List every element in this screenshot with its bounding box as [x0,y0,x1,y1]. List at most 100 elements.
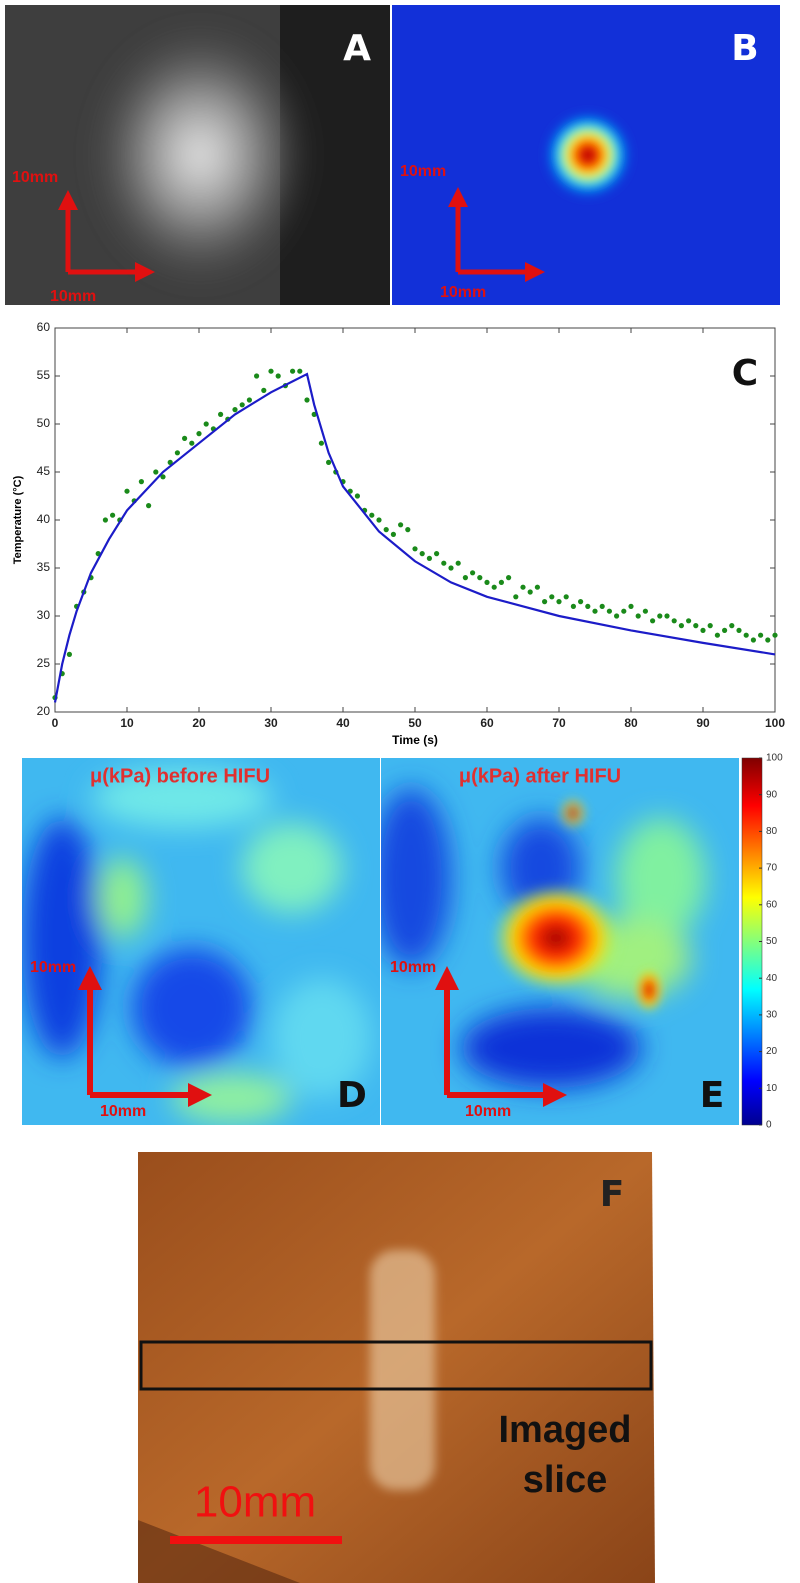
x-tick-label: 60 [480,716,494,730]
panel-label: B [731,28,758,69]
panel-label: C [732,353,758,394]
scale-label: 10mm [50,288,96,305]
data-point [462,575,468,581]
colorbar: 0 10 20 30 40 50 60 70 80 90 100 [741,753,783,1131]
x-tick-label: 0 [52,716,59,730]
data-point [124,488,130,494]
data-point [642,608,649,614]
data-point [664,613,670,619]
data-point [520,584,526,590]
data-point [743,632,749,638]
y-tick-label: 55 [37,368,51,382]
data-point [657,613,663,619]
y-tick-label: 40 [37,512,51,526]
data-point [671,618,677,624]
x-tick-label: 40 [336,716,350,730]
x-tick-label: 90 [696,716,710,730]
data-point [563,594,569,600]
data-point [304,397,310,403]
data-point [650,618,656,624]
data-point [628,603,634,610]
data-point [527,589,533,595]
data-point [318,440,324,446]
image-d [22,758,380,1125]
data-point [556,599,562,605]
colorbar-tick-label: 70 [766,863,778,874]
colorbar-tick-label: 0 [766,1120,772,1131]
data-point [621,608,627,614]
panel-label: E [700,1075,725,1116]
colorbar-tick-label: 80 [766,826,778,837]
y-tick-label: 45 [37,464,51,478]
panel-a: A 10mm 10mm [5,5,390,305]
data-point [750,637,757,643]
colorbar-tick-label: 30 [766,1010,778,1021]
x-tick-label: 100 [765,716,785,730]
x-tick-label: 20 [192,716,206,730]
data-point [390,531,396,538]
scale-label: 10mm [194,1478,316,1527]
data-point [707,623,713,629]
panel-title: μ(kPa) after HIFU [459,765,621,787]
data-point [614,613,620,619]
plot-area [54,327,776,713]
panel-c: C Time (s) Temperature (°C) 0 10 20 30 40 50 6… [12,320,785,747]
data-point [736,627,742,634]
y-tick-label: 30 [37,608,51,622]
panel-label: D [337,1075,367,1116]
data-point [585,603,591,610]
data-point [369,512,375,518]
panel-f: F Imaged slice 10mm [138,1152,655,1583]
data-point [570,603,577,610]
data-point [506,575,512,581]
data-point [297,368,303,374]
data-point [441,560,447,566]
data-point [138,479,144,485]
annotation: Imaged [498,1409,631,1451]
y-tick-label: 25 [37,656,51,670]
x-tick-label: 50 [408,716,422,730]
data-point [729,623,735,629]
y-tick-label: 60 [37,320,51,334]
panel-label: A [343,28,371,69]
data-point [239,402,245,408]
panel-title: μ(kPa) before HIFU [90,765,270,787]
x-axis-label: Time (s) [392,733,438,747]
data-point [491,584,497,590]
data-point [578,599,584,605]
scale-label: 10mm [465,1103,511,1120]
data-point [232,407,238,413]
data-point [542,599,548,605]
fit-line [53,372,776,703]
data-point [102,517,108,523]
data-point [261,387,267,393]
y-tick-label: 20 [37,704,51,718]
data-point [412,546,418,552]
data-point [383,527,389,533]
annotation: slice [523,1459,608,1501]
data-point [549,594,555,600]
panel-e: μ(kPa) after HIFU E 10mm 10mm [381,758,739,1125]
image-e [381,758,739,1125]
data-point [758,632,764,638]
lesion [370,1250,435,1490]
data-point [426,555,432,562]
data-point [160,474,166,480]
data-point [167,459,173,465]
image-spot [543,110,633,200]
panel-d: μ(kPa) before HIFU D 10mm 10mm [22,758,380,1125]
image-spot [90,25,310,285]
scale-label: 10mm [400,163,446,180]
y-tick-label: 50 [37,416,51,430]
data-point [146,503,152,509]
data-point [189,440,195,446]
data-point [254,373,260,379]
data-point [203,421,209,427]
colorbar-tick-label: 20 [766,1046,778,1057]
data-point [434,551,440,557]
data-point [398,522,404,528]
x-tick-label: 70 [552,716,566,730]
data-point [311,411,317,417]
data-point [700,627,706,634]
colorbar-tick-label: 60 [766,899,778,910]
